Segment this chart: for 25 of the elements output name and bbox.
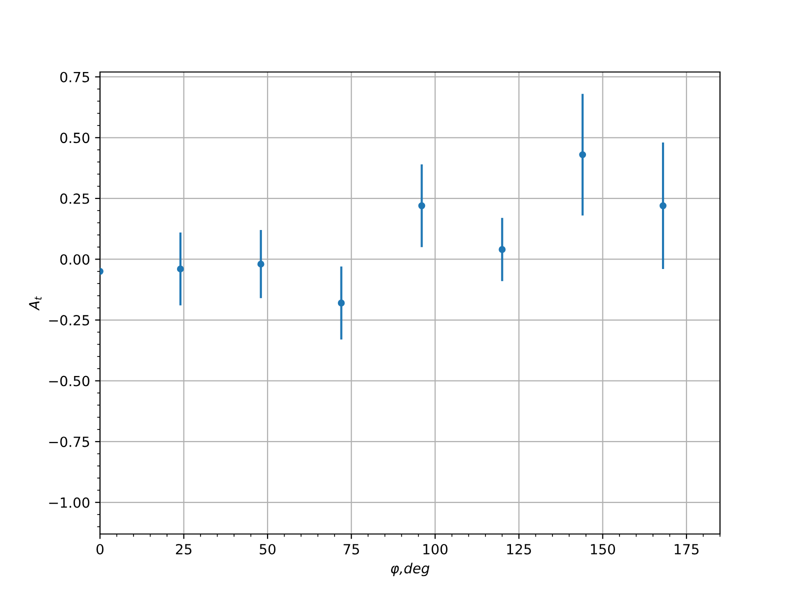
point (660, 202, 666, 210)
point (176, 265, 184, 272)
x-tick-label: 175 (674, 544, 699, 554)
y-tick-label: 0.50 (60, 132, 90, 144)
x-tick-label: 150 (590, 544, 616, 554)
point (338, 300, 345, 306)
point (418, 202, 426, 210)
x-tick-label: 125 (507, 544, 531, 554)
x-axis-title: φ,deg (391, 562, 430, 576)
x-tick-label: 100 (423, 544, 448, 554)
y-tick-label: −0.50 (49, 376, 90, 386)
y-tick-label: 0.00 (60, 254, 90, 265)
x-tick-label: 0 (96, 544, 104, 554)
y-tick-label: −0.75 (49, 436, 90, 448)
y-tick-label: −0.25 (49, 314, 90, 326)
y-tick-label: −1.00 (49, 497, 90, 508)
x-tick-label: 25 (176, 544, 192, 554)
y-tick-label: 0.75 (60, 72, 90, 82)
y-tick-label: 0.25 (60, 193, 90, 204)
y-axis-title: A$_{t}$ (29, 296, 42, 311)
x-tick-label: 50 (260, 544, 276, 554)
point (579, 151, 586, 158)
point (498, 246, 506, 253)
x-tick-label: 75 (344, 544, 359, 554)
point (257, 260, 264, 268)
